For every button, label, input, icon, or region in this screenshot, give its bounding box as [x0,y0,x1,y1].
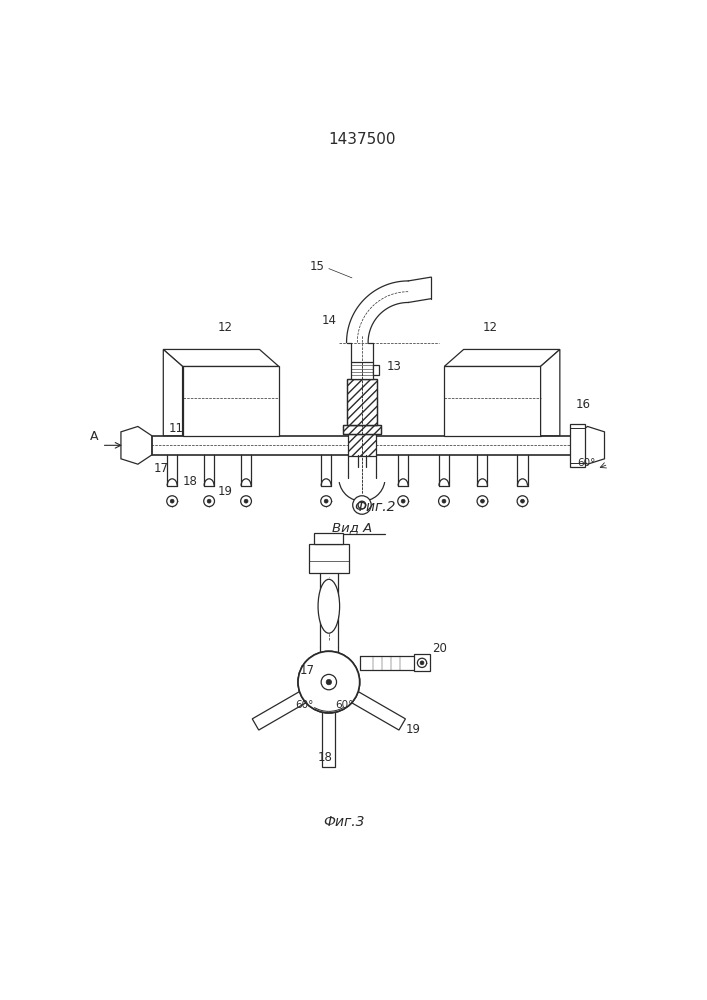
Polygon shape [252,676,332,730]
Circle shape [326,679,332,685]
Text: 16: 16 [575,398,590,411]
Circle shape [167,496,177,507]
Text: 60°: 60° [335,700,354,710]
Circle shape [438,496,450,507]
Text: 17: 17 [300,664,315,677]
Bar [351,362,373,379]
Circle shape [170,499,174,503]
Circle shape [240,496,252,507]
Text: 17: 17 [153,462,168,475]
Text: 13: 13 [387,360,402,373]
Text: 14: 14 [322,314,337,327]
Polygon shape [163,349,182,436]
Circle shape [321,496,332,507]
Bar [343,425,381,434]
Circle shape [398,496,409,507]
Polygon shape [322,682,335,767]
Text: 1437500: 1437500 [328,132,396,147]
Text: 20: 20 [432,642,447,655]
Circle shape [353,496,371,514]
Circle shape [517,496,528,507]
Bar [373,365,379,375]
Circle shape [481,499,484,503]
Bar [348,434,376,456]
Text: 60°: 60° [295,700,313,710]
Bar [152,436,573,455]
Bar [182,366,279,436]
Circle shape [321,674,337,690]
Text: Фиг.3: Фиг.3 [324,815,365,829]
Text: 11: 11 [169,422,184,434]
Circle shape [402,499,405,503]
Text: 19: 19 [217,485,233,498]
Bar [444,366,541,436]
Bar [346,379,378,425]
Circle shape [358,501,366,509]
Circle shape [298,651,360,713]
Bar [346,379,378,425]
Bar [570,424,585,466]
Polygon shape [444,349,560,366]
Circle shape [204,496,214,507]
Bar [314,533,344,544]
Polygon shape [573,426,604,464]
Circle shape [442,499,446,503]
Circle shape [325,499,328,503]
Polygon shape [121,426,152,464]
Text: 18: 18 [183,475,198,488]
Circle shape [207,499,211,503]
Bar [309,544,349,573]
Circle shape [520,499,525,503]
Text: A: A [90,430,98,443]
Text: Фиг.2: Фиг.2 [354,500,396,514]
Text: 12: 12 [217,321,233,334]
Circle shape [326,679,332,685]
Text: Вид А: Вид А [332,522,372,535]
Circle shape [298,651,360,713]
Text: 12: 12 [483,321,498,334]
Circle shape [417,658,426,667]
Text: 15: 15 [310,260,325,273]
Circle shape [244,499,248,503]
Polygon shape [541,349,560,436]
Circle shape [477,496,488,507]
Circle shape [420,661,424,665]
Polygon shape [326,676,405,730]
Bar [414,654,431,671]
Bar [343,425,381,434]
Text: 18: 18 [317,751,332,764]
Circle shape [321,674,337,690]
Text: 19: 19 [406,723,421,736]
Text: 60°: 60° [578,458,596,468]
Polygon shape [163,349,279,366]
Ellipse shape [318,579,339,633]
